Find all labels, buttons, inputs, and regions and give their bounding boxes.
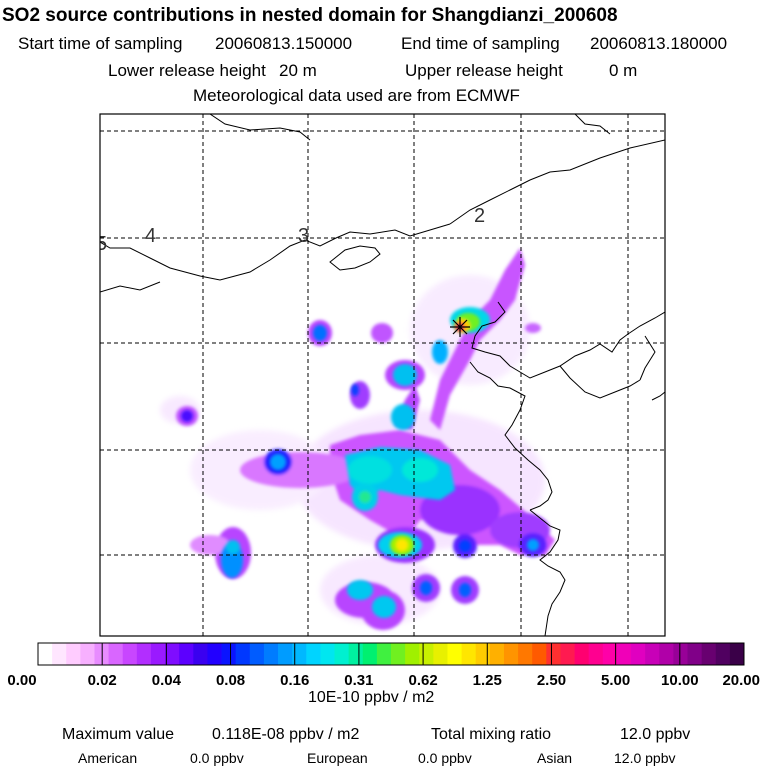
colorbar-cell: [179, 643, 194, 665]
colorbar-cell: [659, 643, 674, 665]
colorbar-ticks: 0.00 0.02 0.04 0.08 0.16 0.31 0.62 1.25 2.50 5.00…: [7, 672, 760, 689]
colorbar-cell: [66, 643, 81, 665]
colorbar-cell: [489, 643, 505, 665]
colorbar-tick-label: 2.50: [537, 672, 566, 689]
colorbar-cell: [475, 643, 491, 665]
grid-lines: [100, 114, 665, 636]
colorbar-tick-label: 0.02: [88, 672, 117, 689]
colorbar-tick-label: 0.31: [344, 672, 373, 689]
colorbar-tick-label: 1.25: [473, 672, 502, 689]
colorbar: [37, 642, 745, 666]
colorbar-cell: [405, 643, 420, 665]
colorbar-cell: [673, 643, 688, 665]
total-mixing-label: Total mixing ratio: [431, 726, 552, 743]
plume-field: [160, 248, 555, 630]
colorbar-cell: [616, 643, 632, 665]
colorbar-cell: [165, 643, 180, 665]
colorbar-cell: [391, 643, 406, 665]
region-label: 4: [145, 225, 156, 247]
colorbar-cell: [419, 643, 434, 665]
colorbar-cell: [193, 643, 208, 665]
colorbar-cell: [249, 643, 265, 665]
colorbar-cell: [348, 643, 364, 665]
start-time-value: 20060813.150000: [215, 34, 353, 53]
american-label: American: [78, 750, 138, 766]
colorbar-cell: [645, 643, 660, 665]
colorbar-tick-label: 0.16: [280, 672, 309, 689]
colorbar-cell: [235, 643, 251, 665]
colorbar-cell: [136, 643, 152, 665]
met-data-note: Meteorological data used are from ECMWF: [193, 86, 520, 105]
region-label: 3: [298, 225, 309, 247]
colorbar-units: 10E-10 ppbv / m2: [308, 689, 435, 706]
lower-height-label: Lower release height: [108, 61, 266, 80]
colorbar-cell: [687, 643, 703, 665]
inner-plume: [181, 307, 539, 618]
colorbar-cell: [503, 643, 519, 665]
european-label: European: [307, 750, 368, 766]
colorbar-tick-label: 0.00: [7, 672, 36, 689]
colorbar-cell: [263, 643, 279, 665]
colorbar-cell: [574, 643, 590, 665]
receptor-marker: [450, 317, 470, 337]
colorbar-cell: [447, 643, 462, 665]
colorbar-cell: [362, 643, 378, 665]
colorbar-cell: [122, 643, 138, 665]
colorbar-cell: [207, 643, 222, 665]
start-time-label: Start time of sampling: [18, 34, 183, 53]
region-labels: 5 4 3 2: [96, 205, 485, 255]
upper-height-label: Upper release height: [405, 61, 563, 80]
map-frame: [99, 113, 666, 637]
colorbar-cell: [729, 643, 745, 665]
colorbar-cell: [80, 643, 95, 665]
colorbar-cell: [278, 643, 293, 665]
end-time-value: 20060813.180000: [590, 34, 728, 53]
colorbar-cell: [292, 643, 307, 665]
colorbar-cell: [602, 643, 618, 665]
colorbar-tick-label: 10.00: [661, 672, 699, 689]
colorbar-cell: [433, 643, 448, 665]
asian-value: 12.0 ppbv: [614, 750, 676, 766]
lower-height-value: 20 m: [279, 61, 317, 80]
max-value-label: Maximum value: [62, 726, 175, 743]
colorbar-tick-label: 0.08: [216, 672, 245, 689]
chart-title: SO2 source contributions in nested domai…: [2, 5, 618, 26]
colorbar-tick-label: 0.04: [152, 672, 182, 689]
colorbar-cell: [334, 643, 350, 665]
colorbar-cell: [38, 643, 53, 665]
colorbar-cell: [588, 643, 604, 665]
colorbar-cell: [52, 643, 67, 665]
colorbar-cell: [631, 643, 646, 665]
colorbar-cell: [518, 643, 533, 665]
colorbar-cell: [320, 643, 335, 665]
colorbar-tick-label: 5.00: [601, 672, 630, 689]
map-area: 5 4 3 2: [96, 114, 665, 636]
colorbar-cell: [221, 643, 237, 665]
colorbar-cell: [108, 643, 124, 665]
max-value: 0.118E-08 ppbv / m2: [212, 726, 360, 743]
region-label: 2: [474, 205, 485, 227]
colorbar-cell: [701, 643, 717, 665]
colorbar-cell: [306, 643, 321, 665]
region-label: 5: [96, 233, 107, 255]
colorbar-cell: [560, 643, 575, 665]
european-value: 0.0 ppbv: [418, 750, 472, 766]
colorbar-cell: [376, 643, 392, 665]
upper-height-value: 0 m: [609, 61, 638, 80]
end-time-label: End time of sampling: [401, 34, 560, 53]
colorbar-cell: [546, 643, 561, 665]
colorbar-cell: [150, 643, 166, 665]
colorbar-tick-label: 0.62: [408, 672, 437, 689]
colorbar-cell: [715, 643, 731, 665]
colorbar-cell: [461, 643, 477, 665]
total-mixing-value: 12.0 ppbv: [620, 726, 691, 743]
colorbar-tick-label: 20.00: [722, 672, 760, 689]
american-value: 0.0 ppbv: [190, 750, 244, 766]
coastlines: [100, 114, 665, 636]
colorbar-cell: [532, 643, 547, 665]
asian-label: Asian: [537, 750, 573, 766]
